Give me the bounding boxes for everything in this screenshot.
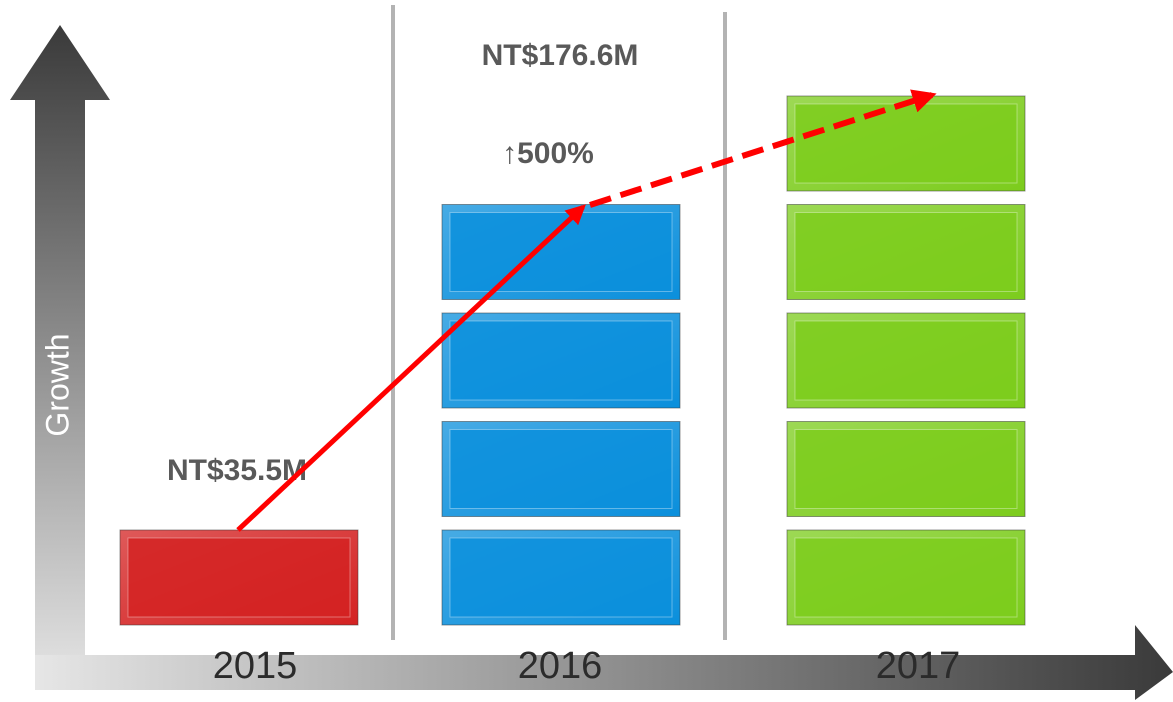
block-bevel xyxy=(794,320,1018,401)
block-bevel xyxy=(449,429,673,509)
year-label: 2016 xyxy=(518,645,603,687)
year-label: 2015 xyxy=(213,645,298,687)
block-bevel xyxy=(794,537,1018,618)
y-axis-arrow xyxy=(10,25,110,690)
block-bevel xyxy=(449,537,673,618)
growth-arrow xyxy=(236,204,586,532)
axis-label: Growth xyxy=(39,333,75,436)
block-bevel xyxy=(794,103,1018,184)
block-bevel xyxy=(449,320,673,401)
block-bevel xyxy=(127,537,351,618)
block-bevel xyxy=(794,212,1018,292)
year-label: 2017 xyxy=(876,645,961,687)
blocks xyxy=(119,95,1026,626)
block-bevel xyxy=(794,429,1018,509)
projection-arrow xyxy=(589,89,937,208)
growth-label: ↑500% xyxy=(502,137,594,170)
value-label: NT$35.5M xyxy=(167,454,307,487)
value-label: NT$176.6M xyxy=(482,39,639,72)
x-axis-arrow xyxy=(35,625,1173,700)
